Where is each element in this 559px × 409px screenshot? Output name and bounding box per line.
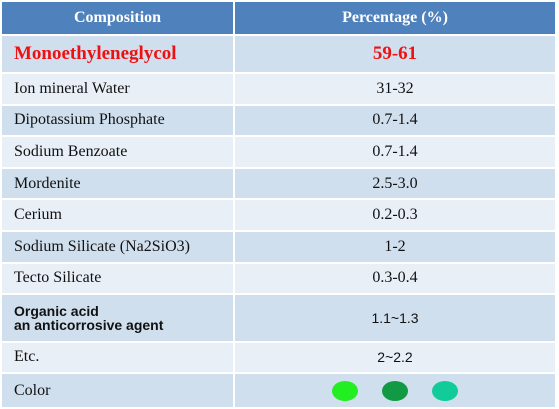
table-row: Sodium Silicate (Na2SiO3) 1-2 [0,229,557,264]
composition-cell: Organic acid an anticorrosive agent [0,293,235,343]
table-row: Ion mineral Water 31-32 [0,71,557,106]
color-swatch [382,380,408,401]
color-cell [233,372,557,409]
table-row: Sodium Benzoate 0.7-1.4 [0,135,557,169]
composition-cell: Etc. [0,340,235,375]
table-row: Mordenite 2.5-3.0 [0,166,557,201]
header-cell: Composition [0,0,235,36]
percentage-cell: 1.1~1.3 [233,293,557,343]
header-row: Composition Percentage (%) [0,0,557,36]
table-row: Dipotassium Phosphate 0.7-1.4 [0,103,557,138]
percentage-cell: 2.5-3.0 [233,166,557,201]
composition-cell: Mordenite [0,166,235,201]
table-header: Composition Percentage (%) [0,0,557,36]
percentage-cell: 0.3-0.4 [233,261,557,296]
composition-cell: Sodium Benzoate [0,135,235,169]
table-row: Organic acid an anticorrosive agent 1.1~1.… [0,293,557,343]
composition-line: Organic acid [14,302,99,319]
header-cell: Percentage (%) [233,0,557,36]
composition-cell: Dipotassium Phosphate [0,103,235,138]
percentage-cell: 0.2-0.3 [233,198,557,232]
composition-cell: Tecto Silicate [0,261,235,296]
composition-cell: Ion mineral Water [0,71,235,106]
percentage-cell: 0.7-1.4 [233,135,557,169]
percentage-cell: 31-32 [233,71,557,106]
color-swatch [332,380,358,401]
composition-cell: Sodium Silicate (Na2SiO3) [0,229,235,264]
composition-cell: Cerium [0,198,235,232]
percentage-cell: 2~2.2 [233,340,557,375]
table-row: Tecto Silicate 0.3-0.4 [0,261,557,296]
color-row: Color [0,372,557,409]
percentage-cell: 59-61 [233,34,557,74]
table-row: Monoethyleneglycol 59-61 [0,34,557,74]
percentage-cell: 1-2 [233,229,557,264]
percentage-cell: 0.7-1.4 [233,103,557,138]
composition-cell: Monoethyleneglycol [0,34,235,74]
composition-cell: Color [0,372,235,409]
composition-line: an anticorrosive agent [14,316,164,333]
color-swatch [432,380,458,401]
table-body: Monoethyleneglycol 59-61 Ion mineral Water… [0,34,557,409]
table-row: Cerium 0.2-0.3 [0,198,557,232]
table-row: Etc. 2~2.2 [0,340,557,375]
